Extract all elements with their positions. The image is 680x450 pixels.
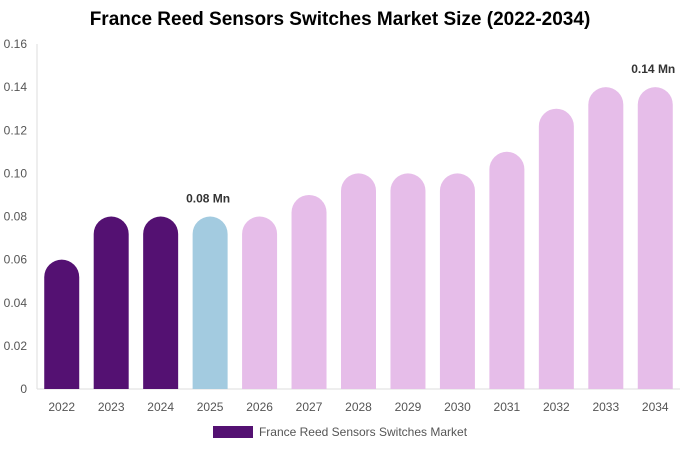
x-tick-label: 2024 (147, 400, 174, 414)
bar-2023[interactable] (93, 216, 129, 390)
legend-label: France Reed Sensors Switches Market (258, 425, 468, 439)
x-tick-label: 2029 (395, 400, 422, 414)
x-tick-label: 2030 (444, 400, 471, 414)
legend[interactable]: France Reed Sensors Switches Market (0, 425, 680, 439)
chart-title: France Reed Sensors Switches Market Size… (89, 9, 591, 30)
legend-swatch (212, 426, 253, 438)
x-tick-label: 2028 (345, 400, 372, 414)
x-tick-label: 2022 (48, 400, 75, 414)
bar-2027[interactable] (291, 194, 327, 389)
x-tick-label: 2023 (98, 400, 125, 414)
bar-2033[interactable] (588, 87, 624, 389)
x-tick-label: 2031 (494, 400, 521, 414)
bars-layer (44, 87, 673, 389)
bar-2030[interactable] (439, 173, 475, 389)
bar-2024[interactable] (143, 216, 179, 390)
data-label-2034: 0.14 Mn (631, 62, 675, 76)
x-tick-label: 2025 (197, 400, 224, 414)
y-tick-label: 0.06 (4, 253, 28, 267)
y-tick-label: 0.02 (4, 339, 28, 353)
x-tick-label: 2026 (246, 400, 273, 414)
y-tick-label: 0.08 (4, 210, 28, 224)
y-tick-label: 0.16 (4, 37, 28, 51)
data-label-2025: 0.08 Mn (186, 192, 230, 206)
bar-2031[interactable] (489, 151, 525, 389)
x-tick-label: 2027 (296, 400, 323, 414)
y-tick-label: 0.12 (4, 123, 28, 137)
y-tick-label: 0.04 (4, 296, 28, 310)
x-tick-label: 2032 (543, 400, 570, 414)
bar-2028[interactable] (341, 173, 376, 389)
bar-2022[interactable] (44, 259, 80, 389)
bar-2026[interactable] (242, 216, 278, 390)
x-tick-label: 2033 (592, 400, 619, 414)
x-tick-label: 2034 (642, 400, 669, 414)
bar-2032[interactable] (538, 108, 574, 389)
y-tick-label: 0 (20, 382, 27, 396)
bar-2029[interactable] (390, 173, 426, 389)
bar-2025[interactable] (192, 216, 228, 390)
y-tick-label: 0.14 (4, 80, 28, 94)
y-tick-label: 0.10 (4, 166, 28, 180)
bar-2034[interactable] (637, 87, 673, 389)
labels-layer: 2022 2023 2024 2025 2026 2027 2028 2029 2030 2031… (48, 62, 675, 414)
